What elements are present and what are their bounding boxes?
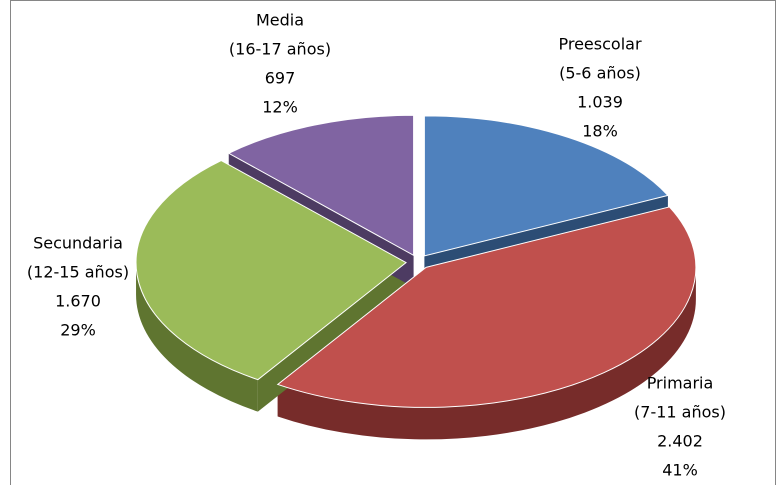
range-label: (16-17 años) xyxy=(229,40,331,59)
percent-label: 29% xyxy=(60,321,96,340)
value-label: 1.670 xyxy=(55,292,101,311)
slice xyxy=(276,206,697,408)
category-label: Media xyxy=(256,11,304,30)
slice xyxy=(423,115,669,257)
range-label: (7-11 años) xyxy=(634,403,726,422)
range-label: (5-6 años) xyxy=(559,64,641,83)
percent-label: 18% xyxy=(582,122,618,141)
category-label: Preescolar xyxy=(558,35,641,54)
value-label: 697 xyxy=(265,69,296,88)
slice-side xyxy=(277,267,696,440)
slice xyxy=(227,114,415,257)
value-label: 2.402 xyxy=(657,432,703,451)
category-label: Primaria xyxy=(647,374,714,393)
percent-label: 41% xyxy=(662,461,698,480)
percent-label: 12% xyxy=(262,98,298,117)
value-label: 1.039 xyxy=(577,93,623,112)
category-label: Secundaria xyxy=(33,234,123,253)
slice-side xyxy=(136,262,258,412)
range-label: (12-15 años) xyxy=(27,263,129,282)
slice xyxy=(135,160,407,381)
